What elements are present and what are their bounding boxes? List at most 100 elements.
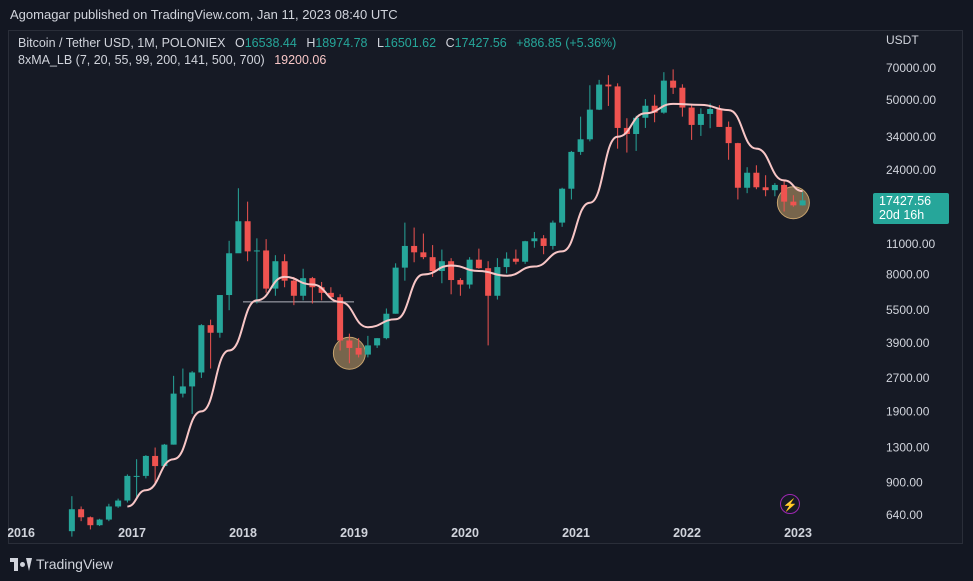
candle [281,254,288,288]
candle-body [207,325,214,333]
candle [133,459,140,499]
candle-body [670,80,677,88]
candle-body [503,258,510,268]
y-tick-label: 11000.00 [886,237,935,251]
candle [559,187,566,227]
candle [651,94,658,123]
candle [337,294,344,351]
candle-body [512,258,519,262]
candle [263,239,270,293]
candle-body [466,259,473,285]
lightning-icon[interactable]: ⚡ [780,494,800,514]
candle [383,308,390,340]
moving-average-layer [127,102,803,508]
candle-body [337,297,344,341]
symbol-legend: Bitcoin / Tether USD, 1M, POLONIEX O1653… [18,36,616,50]
low-label: L [376,36,384,50]
x-tick-label: 2017 [118,526,146,540]
candle [318,281,325,301]
candle [152,447,159,484]
candle [781,180,788,212]
y-axis: 70000.0050000.0034000.0024000.0016000.00… [886,61,936,522]
candle-body [411,245,418,253]
candle [725,121,732,160]
candle [272,255,279,296]
y-axis-unit: USDT [886,33,919,47]
candle-body [762,187,769,191]
candle-body [475,259,482,269]
candle-body [485,268,492,296]
candle-body [364,345,371,355]
candle [290,276,297,306]
candle [485,261,492,346]
candle [179,368,186,398]
candle [346,333,353,364]
indicator-legend[interactable]: 8xMA_LB (7, 20, 55, 99, 200, 141, 500, 7… [18,53,326,67]
candle-body [392,267,399,314]
indicator-value: 19200.06 [274,53,327,67]
candle [309,276,316,304]
candle [244,201,251,262]
published-info: Agomagar published on TradingView.com, J… [10,7,398,22]
candle [392,263,399,314]
y-tick-label: 8000.00 [886,268,930,282]
candle [568,150,575,200]
candle-body [568,151,575,189]
candle-body [133,475,140,477]
candle [87,516,94,530]
candle-body [142,455,149,476]
x-tick-label: 2018 [229,526,257,540]
candle [300,268,307,301]
candle-body [216,295,223,333]
candle-body [78,509,85,518]
x-axis: 2016 2017 2018 2019 2020 2021 2022 2023 [8,526,812,540]
candle-body [346,340,353,348]
candle-body [189,372,196,387]
x-tick-label: 2023 [784,526,812,540]
candle [374,338,381,348]
candle [670,69,677,94]
indicator-name: 8xMA_LB (7, 20, 55, 99, 200, 141, 500, 7… [18,53,265,67]
candle [679,84,686,117]
last-price: 17427.56 [879,194,932,208]
candle [577,116,584,155]
candle-body [596,84,603,110]
bar-countdown: 20d 16h [879,208,925,222]
candle-body [633,117,640,134]
candles-layer [68,69,806,537]
symbol-name: Bitcoin / Tether USD, 1M, POLONIEX [18,36,226,50]
candle-body [105,506,112,520]
candle-body [226,253,233,296]
candle [411,227,418,263]
price-chart[interactable]: 70000.0050000.0034000.0024000.0016000.00… [8,30,963,544]
candle [253,238,260,304]
candle-body [374,338,381,346]
candle-body [707,109,714,114]
low-value: 16501.62 [383,36,437,50]
candle-body [605,84,612,87]
candle-body [401,245,408,268]
candle [512,249,519,265]
candle-body [438,261,445,272]
candle-body [198,325,205,373]
y-tick-label: 5500.00 [886,303,930,317]
y-tick-label: 50000.00 [886,93,936,107]
open-label: O [234,36,245,50]
candle-body [448,261,455,281]
candle-body [799,200,806,206]
y-tick-label: 640.00 [886,508,923,522]
y-tick-label: 900.00 [886,476,923,490]
candle-body [272,261,279,289]
candle-body [679,87,686,108]
candle [549,220,556,250]
x-tick-label: 2016 [8,526,35,540]
x-tick-label: 2021 [562,526,590,540]
candle-body [790,201,797,206]
y-tick-label: 2700.00 [886,371,930,385]
tradingview-brand[interactable]: TradingView [10,556,113,572]
candle-body [559,188,566,223]
candle [161,443,168,467]
candle [216,295,223,338]
candle-body [734,143,741,188]
candle-body [124,475,131,501]
